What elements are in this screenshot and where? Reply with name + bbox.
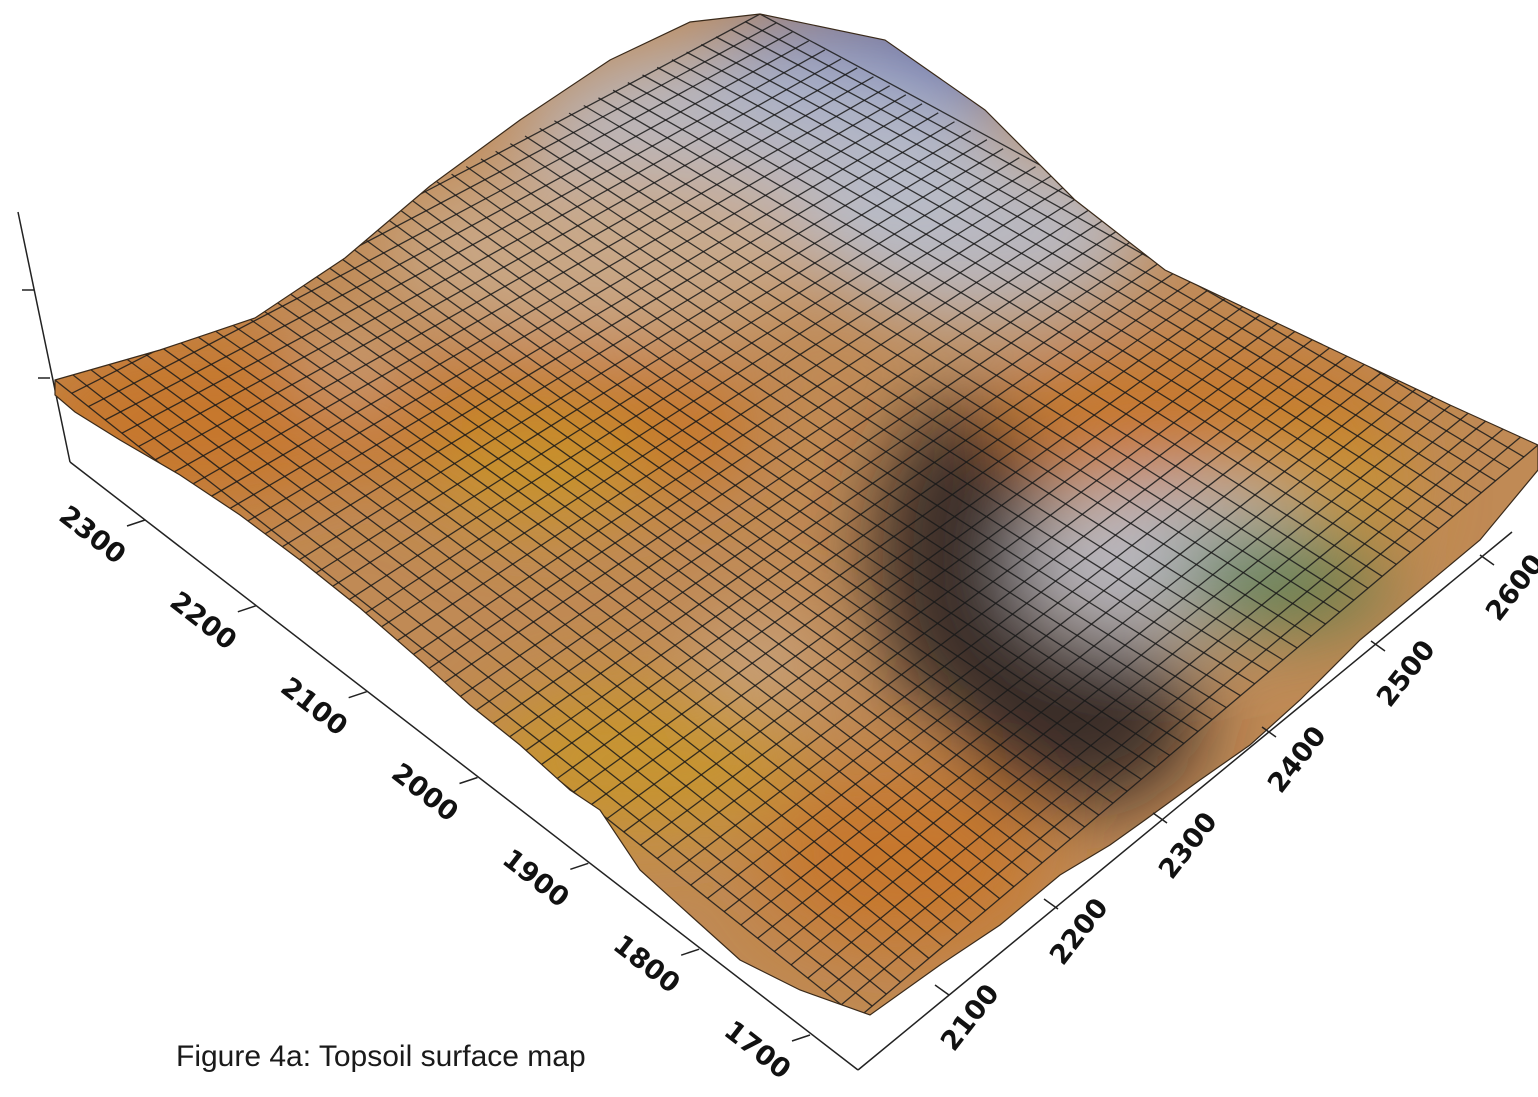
left-axis-tick-label: 2300 xyxy=(53,500,131,571)
vertical-axis-line xyxy=(18,212,70,462)
right-axis-tick-label: 2100 xyxy=(935,979,1006,1057)
surface-shade-region xyxy=(300,340,400,400)
right-axis-tick xyxy=(1044,899,1058,909)
figure-caption: Figure 4a: Topsoil surface map xyxy=(176,1040,586,1074)
right-axis-tick-label: 2200 xyxy=(1044,893,1115,971)
left-axis-tick xyxy=(792,1035,810,1041)
left-axis-tick xyxy=(349,692,367,698)
left-axis-tick-label: 1800 xyxy=(607,929,685,1000)
left-axis-tick xyxy=(127,520,145,526)
left-axis-tick-label: 1900 xyxy=(496,843,574,914)
vertical-axis xyxy=(18,212,70,462)
left-axis-tick xyxy=(238,606,256,612)
left-axis-tick-label: 2000 xyxy=(386,757,464,828)
left-axis-tick xyxy=(460,778,478,784)
surface-shade-region xyxy=(1170,530,1390,630)
left-axis-tick-label: 1700 xyxy=(718,1015,796,1086)
left-axis-tick xyxy=(681,949,699,955)
right-axis-tick xyxy=(935,985,949,995)
right-axis-tick-label: 2500 xyxy=(1371,635,1442,713)
left-axis-tick-label: 2100 xyxy=(275,672,353,743)
right-axis-tick-label: 2400 xyxy=(1262,721,1333,799)
right-axis-tick xyxy=(1480,555,1494,565)
left-axis-tick-label: 2200 xyxy=(164,586,242,657)
left-axis-tick xyxy=(570,863,588,869)
